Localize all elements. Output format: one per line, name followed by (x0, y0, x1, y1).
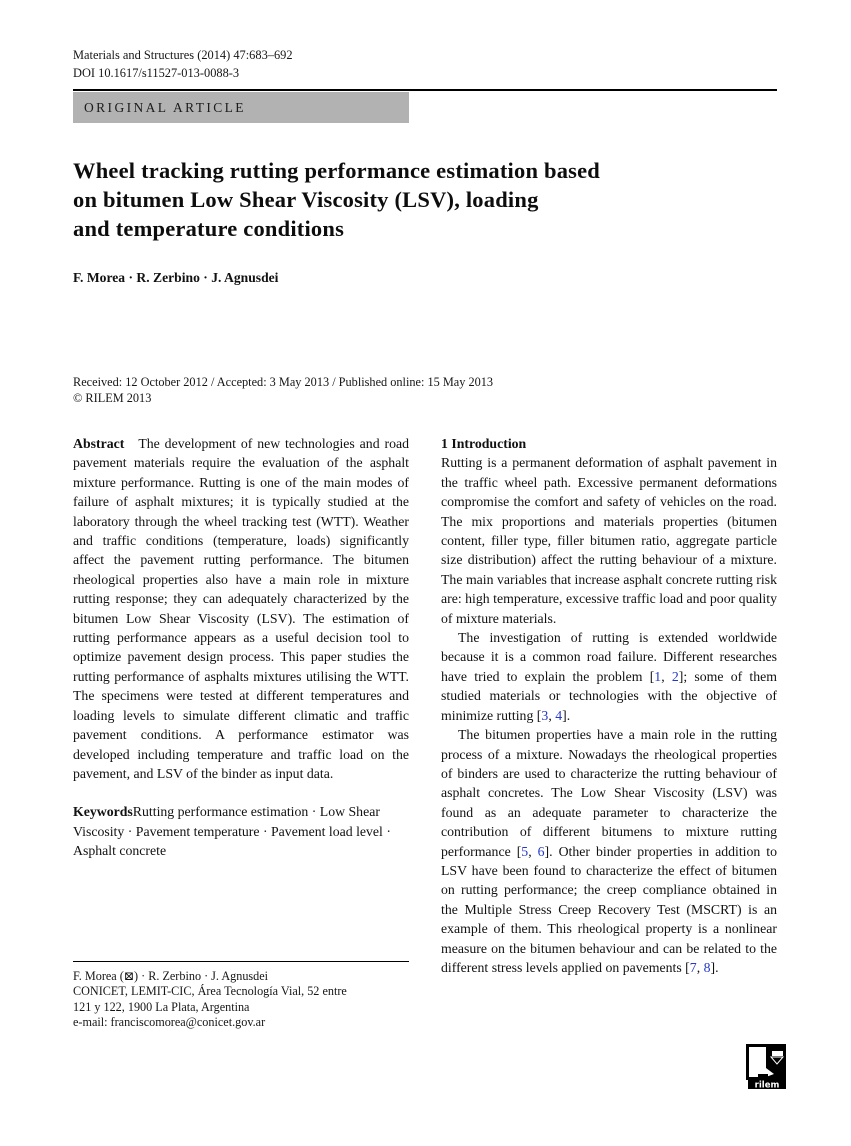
abstract-text: The development of new technologies and … (73, 436, 409, 781)
citation-link[interactable]: 7 (689, 959, 697, 975)
received-block: Received: 12 October 2012 / Accepted: 3 … (73, 374, 493, 406)
introduction-paragraph-3: The bitumen properties have a main role … (441, 727, 778, 975)
received-line: Received: 12 October 2012 / Accepted: 3 … (73, 375, 494, 389)
title-line-2: on bitumen Low Shear Viscosity (LSV), lo… (73, 187, 539, 212)
introduction-heading: 1 Introduction (441, 436, 527, 451)
citation-link[interactable]: 5 (521, 843, 529, 859)
footnote-affiliation-1: CONICET, LEMIT-CIC, Área Tecnología Vial… (73, 984, 347, 999)
keywords-label: Keywords (73, 804, 133, 820)
title-line-1: Wheel tracking rutting performance estim… (73, 158, 601, 183)
introduction-paragraph-1: Rutting is a permanent deformation of as… (441, 455, 777, 626)
right-column: 1 Introduction Rutting is a permanent de… (441, 434, 777, 977)
doi-line: DOI 10.1617/s11527-013-0088-3 (73, 66, 240, 80)
abstract-paragraph: Abstract The development of new technolog… (73, 434, 409, 783)
abstract-label: Abstract (73, 436, 125, 451)
article-type-label: ORIGINAL ARTICLE (84, 99, 246, 115)
footnote-authors: F. Morea (⊠) · R. Zerbino · J. Agnusdei (73, 969, 269, 983)
title-line-3: and temperature conditions (73, 216, 345, 241)
paper-title: Wheel tracking rutting performance estim… (73, 156, 600, 243)
correspondence-footnote: F. Morea (⊠) · R. Zerbino · J. Agnusdei … (73, 961, 409, 1031)
keywords-text: Rutting performance estimation · Low She… (73, 804, 391, 859)
journal-header: Materials and Structures (2014) 47:683–6… (73, 46, 293, 82)
introduction-paragraph-2: The investigation of rutting is extended… (441, 630, 777, 723)
rilem-wordmark: rilem (755, 1081, 780, 1091)
header-rule (73, 89, 777, 91)
footnote-email: e-mail: franciscomorea@conicet.gov.ar (73, 1015, 266, 1030)
citation-link[interactable]: 2 (671, 668, 679, 684)
left-column: Abstract The development of new technolog… (73, 434, 409, 861)
citation-link[interactable]: 3 (541, 707, 549, 723)
rilem-logo-icon: rilem (746, 1044, 786, 1091)
footnote-affiliation-2: 121 y 122, 1900 La Plata, Argentina (73, 999, 250, 1014)
citation-link[interactable]: 4 (555, 707, 563, 723)
journal-citation-line: Materials and Structures (2014) 47:683–6… (73, 48, 293, 62)
citation-link[interactable]: 1 (654, 668, 662, 684)
copyright-line: © RILEM 2013 (73, 391, 152, 405)
citation-link[interactable]: 8 (703, 959, 711, 975)
citation-link[interactable]: 6 (537, 843, 545, 859)
authors-line: F. Morea · R. Zerbino · J. Agnusdei (73, 270, 279, 285)
article-type-banner: ORIGINAL ARTICLE (73, 92, 409, 123)
rilem-logo: rilem (746, 1044, 788, 1095)
keywords-paragraph: KeywordsRutting performance estimation ·… (73, 802, 409, 860)
